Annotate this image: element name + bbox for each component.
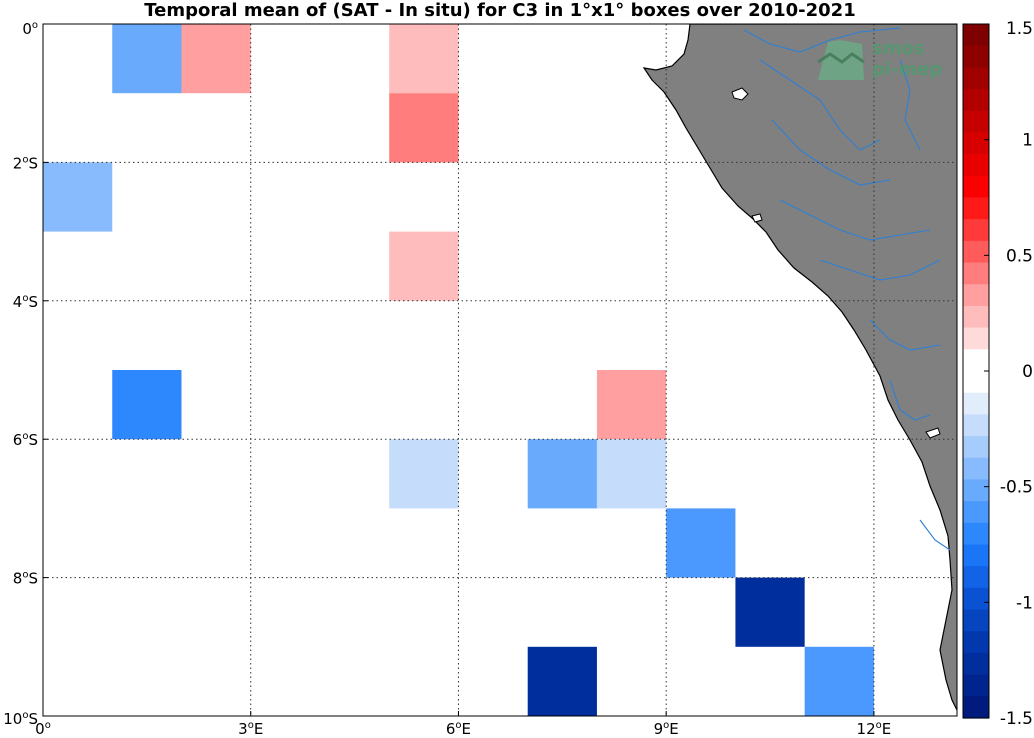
colorbar-segment <box>963 89 989 112</box>
data-cell <box>804 646 874 716</box>
colorbar-segment <box>963 45 989 68</box>
small-island <box>731 87 749 101</box>
y-axis: 0o 2oS 4oS 6oS 8oS 10oS <box>3 20 48 728</box>
data-cell <box>527 439 597 509</box>
small-island <box>751 213 763 223</box>
colorbar-segment <box>963 652 989 676</box>
plot-frame <box>42 23 958 717</box>
logo-mark-wave <box>817 52 865 64</box>
colorbar-segment <box>963 24 989 47</box>
colorbar-segment <box>963 414 989 437</box>
tick-label: 0o <box>35 720 51 738</box>
data-cell <box>112 370 182 440</box>
river-line <box>759 59 881 151</box>
tick-label: 8oS <box>13 570 38 588</box>
rivers <box>743 27 951 551</box>
colorbar-segment <box>963 132 989 155</box>
colorbar-tick-label: 1.5 <box>1006 19 1033 39</box>
data-cell <box>389 439 459 509</box>
colorbar-tick-label: 1 <box>1022 131 1033 151</box>
colorbar-segment <box>963 501 989 524</box>
x-axis: 0o 3oE 6oE 9oE 12oE <box>35 711 891 738</box>
river-line <box>743 27 901 53</box>
river-line <box>889 379 931 421</box>
colorbar-tick-label: -1.5 <box>1000 709 1033 729</box>
colorbar-segment <box>963 696 989 719</box>
data-cell <box>389 24 459 94</box>
colorbar-tick-label: -0.5 <box>1000 478 1033 498</box>
small-island <box>925 427 941 439</box>
colorbar-segment <box>963 349 989 372</box>
tick-label: 9oE <box>654 720 679 738</box>
colorbar-segment <box>963 67 989 90</box>
colorbar-segment <box>963 327 989 350</box>
colorbar-segment <box>963 674 989 697</box>
colorbar-segment <box>963 305 989 329</box>
data-cell <box>389 231 459 301</box>
river-line <box>771 119 891 186</box>
tick-label: 6oE <box>446 720 471 738</box>
data-cell <box>389 93 459 163</box>
logo-line2: pi-mep <box>872 59 942 80</box>
colorbar-segment <box>963 197 989 220</box>
colorbar-segment <box>963 457 989 481</box>
data-cell <box>596 439 667 509</box>
logo-line1: smos <box>872 38 925 59</box>
colorbar-tick-label: -1 <box>1016 593 1033 613</box>
data-cell <box>112 24 182 94</box>
colorbar-tick-label: 0 <box>1022 362 1033 382</box>
chart-title: Temporal mean of (SAT - In situ) for C3 … <box>144 0 855 21</box>
colorbar-segment <box>963 609 989 632</box>
colorbar: 1.5 1 0.5 0 -0.5 -1 -1.5 <box>962 19 1033 729</box>
data-cells <box>43 24 874 716</box>
colorbar-segment <box>963 436 989 459</box>
tick-label: 3oE <box>238 720 263 738</box>
data-cell <box>43 162 113 232</box>
tick-label: 12oE <box>857 720 892 738</box>
colorbar-segment <box>963 219 989 242</box>
colorbar-segment <box>963 262 989 285</box>
tick-label: 6oS <box>13 431 38 449</box>
colorbar-segment <box>963 587 989 611</box>
colorbar-segment <box>963 522 989 546</box>
colorbar-segment <box>963 284 989 307</box>
river-line <box>919 519 951 551</box>
colorbar-segment <box>963 154 989 177</box>
data-cell <box>181 24 251 94</box>
data-cell <box>596 370 667 440</box>
colorbar-segment <box>963 566 989 589</box>
plot-area <box>43 24 957 716</box>
data-cell <box>527 646 597 716</box>
colorbar-segment <box>963 240 989 264</box>
colorbar-segment <box>963 175 989 199</box>
land-shape <box>642 24 957 712</box>
colorbar-segment <box>963 371 989 394</box>
colorbar-segment <box>963 479 989 502</box>
data-cell <box>735 577 805 647</box>
land-mass <box>642 24 957 712</box>
colorbar-segment <box>963 631 989 654</box>
colorbar-segment <box>963 110 989 134</box>
tick-label: 2oS <box>13 154 38 172</box>
river-line <box>779 199 931 241</box>
river-line <box>899 59 921 151</box>
colorbar-tick-label: 0.5 <box>1006 246 1033 266</box>
smos-pimep-logo: smos pi-mep <box>817 38 942 80</box>
tick-label: 0o <box>22 20 38 38</box>
river-line <box>819 259 941 281</box>
colorbar-segment <box>963 392 989 415</box>
tick-label: 4oS <box>13 293 38 311</box>
colorbar-segment <box>963 544 989 567</box>
grid-lines <box>43 24 957 716</box>
tick-label: 10oS <box>3 710 38 728</box>
river-line <box>869 319 941 351</box>
data-cell <box>666 508 736 578</box>
